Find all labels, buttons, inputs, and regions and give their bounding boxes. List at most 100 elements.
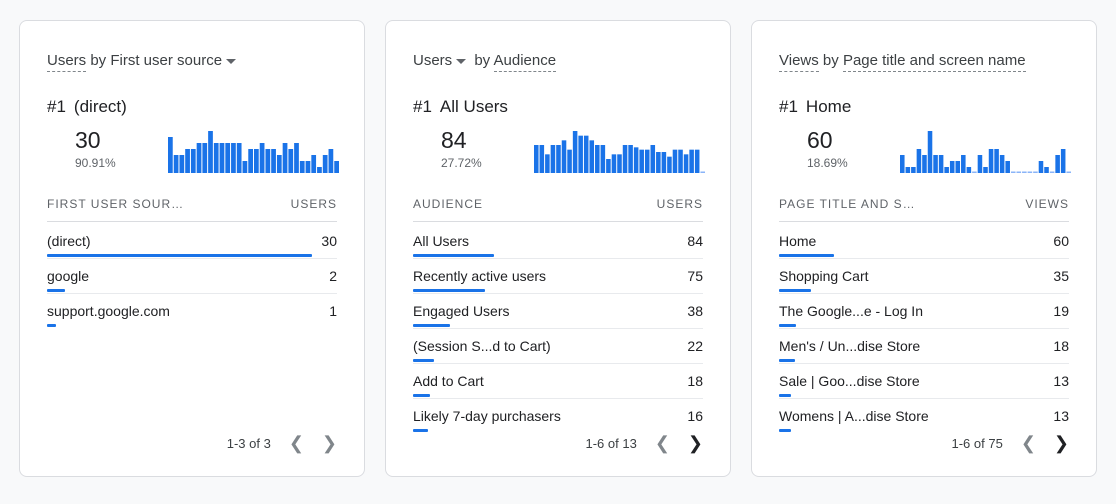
row-label[interactable]: Shopping Cart xyxy=(779,268,869,284)
pagination: 1-6 of 13 ❮ ❯ xyxy=(585,433,703,454)
sparkline-bar xyxy=(900,155,905,173)
row-label[interactable]: Womens | A...dise Store xyxy=(779,408,929,424)
row-label[interactable]: Recently active users xyxy=(413,268,547,284)
sparkline-bar xyxy=(611,154,617,173)
top-percent: 18.69% xyxy=(807,156,848,170)
table-row[interactable]: Sale | Goo...dise Store 13 xyxy=(779,363,1069,399)
table-row[interactable]: The Google...e - Log In 19 xyxy=(779,293,1069,329)
row-label[interactable]: The Google...e - Log In xyxy=(779,303,923,319)
sparkline-bar xyxy=(606,159,611,173)
table-row[interactable]: Womens | A...dise Store 13 xyxy=(779,398,1069,433)
caret-down-icon[interactable] xyxy=(456,58,467,64)
table-row[interactable]: Engaged Users 38 xyxy=(413,293,703,329)
sparkline-bar xyxy=(589,140,595,173)
table-row[interactable]: support.google.com 1 xyxy=(47,293,337,328)
sparkline-bar xyxy=(567,149,572,173)
row-label[interactable]: All Users xyxy=(413,233,470,249)
table-row[interactable]: Men's / Un...dise Store 18 xyxy=(779,328,1069,364)
table-row[interactable]: All Users 84 xyxy=(413,223,703,259)
sparkline-bar xyxy=(700,171,705,173)
dimension-label[interactable]: Audience xyxy=(493,52,557,72)
column-dimension[interactable]: FIRST USER SOUR… xyxy=(47,197,185,211)
table-row[interactable]: Add to Cart 18 xyxy=(413,363,703,399)
sparkline-bar xyxy=(265,149,271,173)
page-range: 1-6 of 13 xyxy=(585,436,637,451)
row-value: 84 xyxy=(687,233,703,249)
sparkline-bar xyxy=(1027,171,1033,173)
row-share-bar xyxy=(413,324,450,327)
sparkline-bar xyxy=(1033,171,1038,173)
card-title: Views by Page title and screen name xyxy=(779,52,1026,72)
row-share-bar xyxy=(413,429,429,432)
row-label[interactable]: support.google.com xyxy=(47,303,170,319)
top-item: #1 (direct) xyxy=(47,97,135,117)
sparkline-bar xyxy=(994,149,999,173)
chevron-left-icon[interactable]: ❮ xyxy=(288,433,304,453)
row-share-bar xyxy=(779,324,797,327)
chevron-right-icon[interactable]: ❯ xyxy=(1053,433,1069,453)
row-value: 13 xyxy=(1053,408,1069,424)
chevron-right-icon[interactable]: ❯ xyxy=(321,433,337,453)
row-label[interactable]: Men's / Un...dise Store xyxy=(779,338,921,354)
sparkline-bar xyxy=(977,155,983,173)
row-value: 30 xyxy=(321,233,337,249)
row-label[interactable]: google xyxy=(47,268,90,284)
column-metric[interactable]: VIEWS xyxy=(1025,197,1069,211)
table-row[interactable]: Recently active users 75 xyxy=(413,258,703,294)
table-header: AUDIENCE USERS xyxy=(413,197,703,222)
sparkline-bar xyxy=(328,149,334,173)
sparkline-bar xyxy=(1049,171,1055,173)
metric-selector[interactable]: Users xyxy=(413,52,470,69)
table-row[interactable]: google 2 xyxy=(47,258,337,294)
sparkline-bar xyxy=(1010,171,1016,173)
sparkline-bar xyxy=(208,131,213,173)
sparkline-bar xyxy=(689,149,694,173)
row-label[interactable]: Sale | Goo...dise Store xyxy=(779,373,920,389)
chevron-left-icon[interactable]: ❮ xyxy=(654,433,670,453)
row-label[interactable]: Engaged Users xyxy=(413,303,510,319)
chevron-right-icon[interactable]: ❯ xyxy=(687,433,703,453)
chevron-left-icon[interactable]: ❮ xyxy=(1020,433,1036,453)
sparkline-bar xyxy=(311,155,317,173)
row-label[interactable]: (Session S...d to Cart) xyxy=(413,338,551,354)
column-metric[interactable]: USERS xyxy=(656,197,703,211)
title-by: by xyxy=(474,52,491,69)
metric-label[interactable]: Views xyxy=(779,52,819,72)
dimension-selector[interactable]: First user source xyxy=(110,52,240,69)
dimension-label[interactable]: Page title and screen name xyxy=(842,52,1026,72)
top-item: #1 Home xyxy=(779,97,859,117)
dimension-label[interactable]: First user source xyxy=(110,52,223,69)
table-row[interactable]: (direct) 30 xyxy=(47,223,337,259)
table-row[interactable]: (Session S...d to Cart) 22 xyxy=(413,328,703,364)
top-percent: 27.72% xyxy=(441,156,482,170)
sparkline-chart xyxy=(900,131,1071,173)
sparkline-bar xyxy=(972,171,977,173)
row-label[interactable]: Likely 7-day purchasers xyxy=(413,408,561,424)
sparkline-bar xyxy=(578,135,583,173)
table-row[interactable]: Home 60 xyxy=(779,223,1069,259)
metric-label[interactable]: Users xyxy=(413,52,453,69)
sparkline-bar xyxy=(317,167,322,173)
column-dimension[interactable]: PAGE TITLE AND S… xyxy=(779,197,916,211)
metric-label[interactable]: Users xyxy=(47,52,87,72)
sparkline-bar xyxy=(911,167,916,173)
row-label[interactable]: Add to Cart xyxy=(413,373,484,389)
sparkline-chart xyxy=(534,131,705,173)
table-header: PAGE TITLE AND S… VIEWS xyxy=(779,197,1069,222)
sparkline-bar xyxy=(202,143,208,173)
sparkline-bar xyxy=(556,145,561,173)
row-label[interactable]: Home xyxy=(779,233,817,249)
row-share-bar xyxy=(779,289,811,292)
caret-down-icon[interactable] xyxy=(226,58,237,64)
sparkline-bar xyxy=(299,161,305,173)
row-share-bar xyxy=(779,254,834,257)
column-metric[interactable]: USERS xyxy=(290,197,337,211)
row-label[interactable]: (direct) xyxy=(47,233,91,249)
table-row[interactable]: Shopping Cart 35 xyxy=(779,258,1069,294)
table-row[interactable]: Likely 7-day purchasers 16 xyxy=(413,398,703,433)
column-dimension[interactable]: AUDIENCE xyxy=(413,197,484,211)
sparkline-bar xyxy=(595,145,600,173)
sparkline-bar xyxy=(561,140,567,173)
page-range: 1-6 of 75 xyxy=(951,436,1003,451)
sparkline-bar xyxy=(294,143,299,173)
